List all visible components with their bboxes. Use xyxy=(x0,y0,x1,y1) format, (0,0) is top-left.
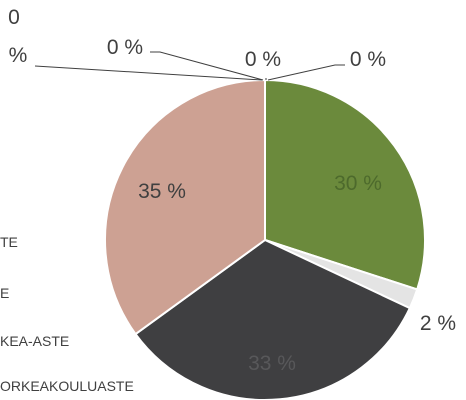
legend-entry-2: E xyxy=(0,285,10,301)
zero-leader-line-1 xyxy=(34,65,263,81)
slice-label-3: 33 % xyxy=(248,352,296,375)
legend-entry-1: TE xyxy=(0,234,18,250)
pie-slice-1 xyxy=(264,78,426,291)
legend-entry-3: KEA-ASTE xyxy=(0,333,70,349)
legend-entry-4: ORKEAKOULUASTE xyxy=(0,378,134,394)
zero-leader-line-4 xyxy=(267,64,345,81)
slice-label-1: 30 % xyxy=(334,172,382,195)
zero-leader-line-2 xyxy=(150,51,264,81)
zero-callout-3: 0 % xyxy=(245,48,281,71)
pie-slice-4 xyxy=(104,78,266,336)
zero-callout-2: 0 % xyxy=(107,36,143,59)
slice-label-4: 35 % xyxy=(138,180,186,203)
pie-slice-3 xyxy=(134,238,412,400)
slice-label-2: 2 % xyxy=(420,312,456,335)
zero-callout-1: 0% xyxy=(8,6,27,67)
zero-callout-4: 0 % xyxy=(350,48,386,71)
